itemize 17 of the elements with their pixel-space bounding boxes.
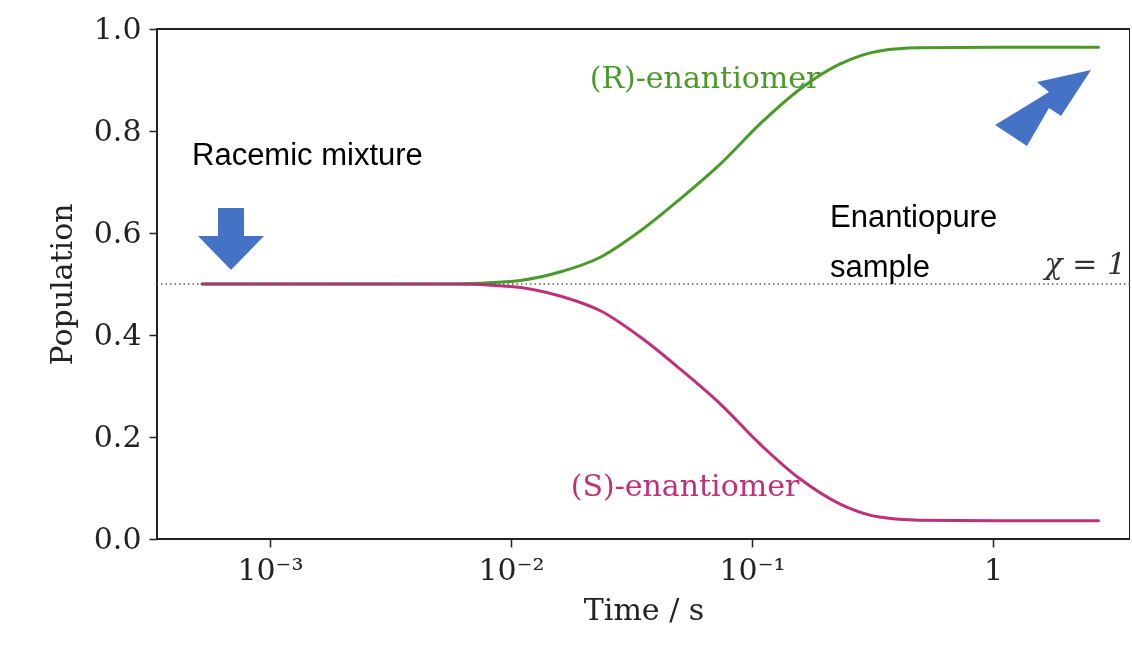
y-tick-label: 0.4 (93, 316, 142, 352)
series-label: (S)-enantiomer (570, 468, 800, 503)
x-tick-label: 1 (984, 551, 1004, 587)
ref-line-label: χ = 1 (1042, 246, 1126, 281)
x-tick-label: 10⁻³ (237, 551, 304, 587)
y-tick-label: 1.0 (93, 10, 142, 46)
x-tick-label: 10⁻¹ (719, 551, 786, 587)
annotation: Racemic mixture (192, 137, 423, 172)
y-tick-label: 0.0 (93, 520, 142, 556)
y-tick-label: 0.8 (93, 112, 142, 148)
series-label: (R)-enantiomer (589, 60, 821, 95)
annotation: Enantiopure sample (830, 199, 998, 284)
x-axis-title: Time / s (583, 591, 705, 627)
y-tick-label: 0.2 (93, 418, 142, 454)
x-tick-label: 10⁻² (478, 551, 545, 587)
y-axis-title: Population (43, 203, 79, 366)
y-tick-label: 0.6 (93, 214, 142, 250)
